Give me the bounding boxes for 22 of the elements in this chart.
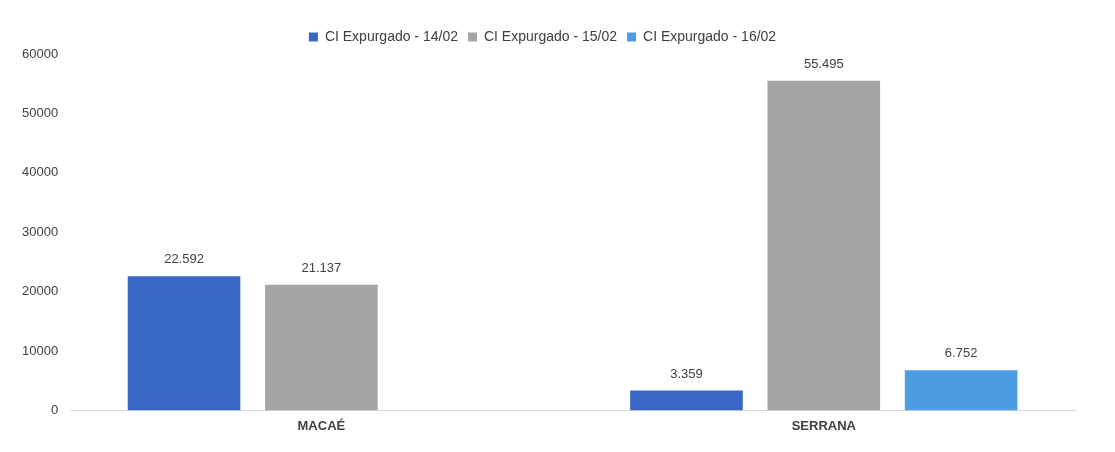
x-tick-label: MACAÉ	[297, 417, 346, 433]
y-tick-label: 60000	[21, 45, 59, 61]
legend-label: CI Expurgado - 14/02	[324, 27, 459, 44]
data-label: 6.752	[944, 345, 978, 361]
bar	[127, 276, 241, 411]
data-label: 3.359	[670, 365, 703, 381]
bar	[767, 80, 881, 411]
y-tick-label: 10000	[21, 342, 59, 358]
y-tick-label: 30000	[21, 223, 59, 239]
data-label: 22.592	[164, 251, 204, 267]
bar	[630, 390, 743, 411]
x-tick-label: SERRANA	[791, 417, 857, 433]
data-label: 21.137	[301, 259, 342, 275]
bar	[265, 284, 378, 411]
y-tick-label: 50000	[21, 104, 59, 120]
y-tick-label: 40000	[21, 164, 59, 180]
legend-label: CI Expurgado - 16/02	[643, 27, 777, 44]
y-tick-label: 20000	[21, 283, 59, 299]
bar	[904, 370, 1018, 411]
legend-label: CI Expurgado - 15/02	[483, 27, 618, 44]
data-label: 55.495	[803, 55, 844, 71]
y-tick-label: 0	[50, 401, 59, 417]
